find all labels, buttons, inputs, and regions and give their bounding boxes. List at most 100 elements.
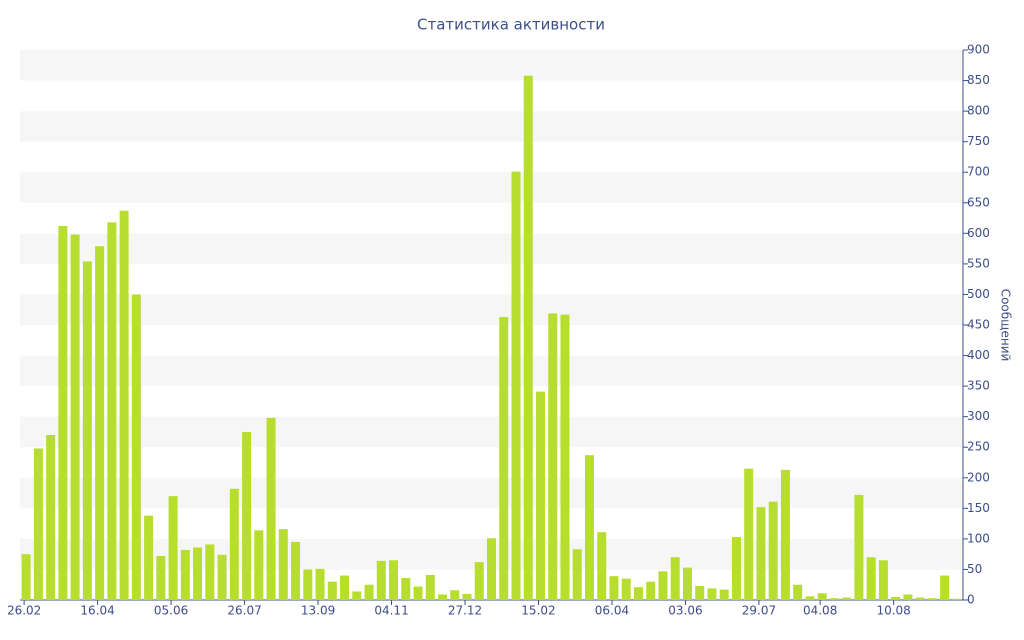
bar (193, 547, 203, 600)
bar (878, 560, 888, 600)
y-tick-label: 100 (967, 531, 990, 545)
x-tick-label: 13.09 (301, 604, 335, 618)
bar (768, 501, 778, 600)
bar (511, 171, 521, 600)
bar (364, 584, 374, 600)
y-tick-label: 500 (967, 287, 990, 301)
bar (854, 494, 864, 600)
y-tick-label: 650 (967, 195, 990, 209)
bar (658, 571, 668, 600)
x-tick-label: 06.04 (595, 604, 629, 618)
bar (744, 468, 754, 600)
bar (168, 496, 178, 600)
x-tick-label: 05.06 (154, 604, 188, 618)
y-tick-label: 900 (967, 43, 990, 57)
y-tick-label: 400 (967, 348, 990, 362)
bar (499, 317, 509, 600)
x-tick-label: 04.11 (374, 604, 408, 618)
x-tick-label: 03.06 (668, 604, 702, 618)
y-tick-label: 550 (967, 256, 990, 270)
grid-band (20, 477, 963, 509)
y-tick-label: 300 (967, 409, 990, 423)
chart-title: Статистика активности (417, 16, 605, 34)
bar (829, 598, 839, 600)
bar (70, 234, 80, 601)
bar (597, 532, 607, 600)
bar (474, 562, 484, 600)
y-tick-label: 850 (967, 73, 990, 87)
bar (413, 586, 423, 600)
bar (303, 569, 313, 600)
bar (707, 588, 717, 600)
bar (535, 391, 545, 600)
grid-band (20, 172, 963, 203)
y-tick-label: 450 (967, 318, 990, 332)
y-tick-label: 0 (967, 593, 975, 607)
bar (352, 591, 362, 600)
bar (780, 469, 790, 600)
x-tick-label: 15.02 (521, 604, 555, 618)
bar (33, 448, 43, 600)
bar (229, 488, 239, 600)
grid-band (20, 50, 963, 81)
bar (842, 597, 852, 600)
y-axis-title: Сообщений (999, 289, 1013, 362)
bar (58, 226, 68, 600)
bar (817, 593, 827, 600)
bar (266, 417, 276, 600)
bar (695, 585, 705, 600)
grid-band (20, 355, 963, 387)
y-tick-label: 250 (967, 440, 990, 454)
bar (217, 554, 227, 600)
bar (450, 590, 460, 600)
bar (242, 431, 252, 600)
bar (731, 537, 741, 600)
bar (903, 594, 913, 600)
x-tick-label: 04.08 (803, 604, 837, 618)
x-tick-label: 10.08 (876, 604, 910, 618)
bar (866, 557, 876, 600)
bar (584, 455, 594, 600)
bar (927, 598, 937, 600)
bar (389, 560, 399, 600)
y-tick-label: 150 (967, 501, 990, 515)
bar (401, 578, 411, 600)
bar (805, 596, 815, 600)
bar (340, 575, 350, 600)
bar (609, 576, 619, 600)
grid-band (20, 416, 963, 448)
bar (376, 560, 386, 600)
bar (21, 554, 31, 600)
bar (131, 294, 141, 600)
bar (327, 581, 337, 600)
bar (144, 515, 154, 600)
bar (952, 598, 962, 600)
bar (891, 596, 901, 600)
y-tick-label: 50 (967, 562, 982, 576)
bar (719, 589, 729, 600)
grid-band (20, 111, 963, 142)
bar (560, 314, 570, 600)
bar (315, 568, 325, 600)
bar (633, 587, 643, 600)
bar (548, 313, 558, 600)
bar (523, 75, 533, 600)
bar (205, 544, 215, 600)
x-tick-label: 26.02 (7, 604, 41, 618)
x-tick-label: 29.07 (742, 604, 776, 618)
bar (82, 261, 92, 600)
y-tick-label: 700 (967, 165, 990, 179)
bar (180, 549, 190, 600)
bar (119, 210, 129, 600)
x-tick-label: 26.07 (227, 604, 261, 618)
bar (940, 575, 950, 600)
bar (438, 594, 448, 600)
bar (756, 507, 766, 600)
bar (278, 529, 288, 600)
bar (156, 556, 166, 600)
bar (487, 538, 496, 600)
bar (670, 557, 680, 600)
bar (646, 581, 656, 600)
y-tick-label: 750 (967, 134, 990, 148)
